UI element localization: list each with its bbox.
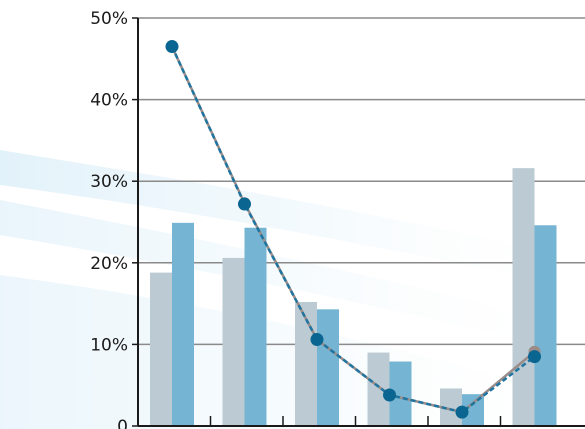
y-tick-label: 10% [90, 335, 128, 355]
marker-series-2-4 [383, 388, 396, 402]
bar-series-2-1 [172, 222, 194, 426]
bar-series-1-5 [440, 388, 462, 426]
lines [165, 40, 541, 419]
bar-series-2-4 [389, 361, 412, 426]
y-tick-label: 0 [117, 417, 128, 429]
marker-series-2-3 [310, 333, 324, 347]
bar-series-1-2 [222, 257, 245, 426]
bars [150, 168, 557, 427]
bar-series-1-1 [150, 272, 172, 426]
bar-series-1-6 [512, 168, 535, 427]
line-series-2 [170, 46, 536, 414]
bar-series-1-4 [367, 352, 390, 426]
gridlines [138, 17, 585, 346]
axes [132, 17, 585, 427]
bar-series-1-3 [295, 301, 317, 426]
y-tick-label: 20% [90, 254, 128, 274]
y-tick-label: 40% [90, 91, 128, 111]
marker-series-2-1 [165, 40, 179, 54]
tick-labels: 0 10% 20% 30% 40% 50% [90, 9, 128, 429]
bar-series-2-2 [244, 227, 267, 426]
background-swooshes [0, 150, 585, 429]
y-tick-label: 30% [90, 172, 128, 192]
marker-series-2-6 [528, 350, 541, 364]
y-tick-label: 50% [90, 9, 128, 29]
marker-series-2-5 [455, 405, 469, 419]
marker-series-2-2 [238, 197, 251, 211]
bar-series-2-5 [462, 394, 484, 426]
bar-series-2-3 [317, 309, 339, 426]
bar-series-2-6 [534, 225, 557, 426]
